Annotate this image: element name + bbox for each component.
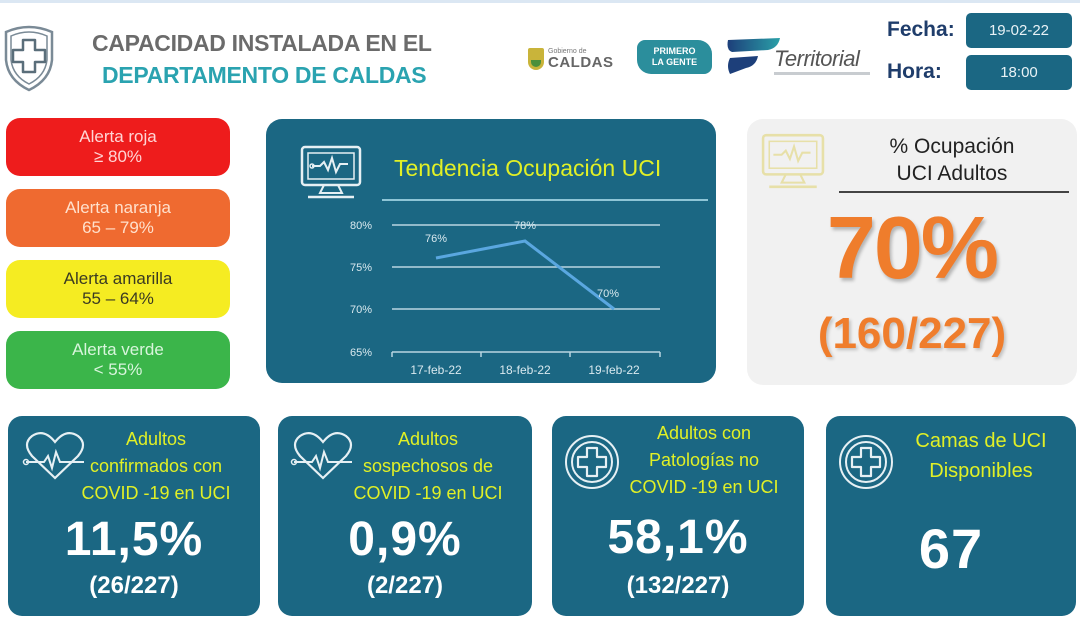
caldas-label: CALDAS	[548, 54, 614, 71]
alert-label: Alerta naranja	[65, 198, 171, 218]
occupancy-title-line2: UCI Adultos	[896, 162, 1008, 186]
stat-card-available-beds: Camas de UCI Disponibles 67	[826, 416, 1076, 616]
primero-line1: PRIMERO	[653, 46, 696, 57]
stat-label: Camas de UCI Disponibles	[915, 430, 1047, 482]
stat-value: 58,1%	[607, 511, 749, 564]
alert-yellow: Alerta amarilla 55 – 64%	[6, 260, 230, 318]
data-label-76: 76%	[425, 233, 447, 245]
heart-pulse-icon	[22, 431, 85, 480]
stat-label: Adultos confirmados con COVID -19 en UCI	[81, 429, 231, 503]
occupancy-title-line1: % Ocupación	[889, 135, 1015, 158]
x-tick-19feb: 19-feb-22	[588, 363, 640, 377]
gobierno-caldas-logo: Gobierno de CALDAS	[528, 44, 630, 74]
stat-fraction: (26/227)	[89, 572, 179, 599]
stat-value: 0,9%	[348, 513, 462, 566]
territorial-logo: Territorial	[722, 34, 877, 80]
stat-label: Adultos con Patologías no COVID -19 en U…	[629, 423, 779, 497]
stat-card-confirmed: Adultos confirmados con COVID -19 en UCI…	[8, 416, 260, 616]
stat-fraction: (132/227)	[626, 572, 730, 599]
fecha-label: Fecha:	[887, 18, 955, 41]
alert-orange: Alerta naranja 65 – 79%	[6, 189, 230, 247]
stat-value: 67	[918, 517, 984, 580]
stat-label: Adultos sospechosos de COVID -19 en UCI	[353, 429, 503, 503]
data-label-70: 70%	[597, 288, 619, 300]
occupancy-divider	[839, 191, 1069, 193]
y-tick-80: 80%	[350, 220, 372, 232]
heart-pulse-icon	[290, 431, 353, 480]
medical-shield-icon	[4, 25, 54, 92]
hora-value: 18:00	[966, 55, 1072, 90]
primero-line2: LA GENTE	[651, 57, 698, 67]
x-tick-18feb: 18-feb-22	[499, 363, 551, 377]
alert-range: 65 – 79%	[82, 218, 154, 237]
alert-green: Alerta verde < 55%	[6, 331, 230, 389]
chart-title: Tendencia Ocupación UCI	[394, 155, 662, 181]
alert-range: 55 – 64%	[82, 289, 154, 308]
top-border	[0, 0, 1080, 3]
y-tick-75: 75%	[350, 262, 372, 274]
primero-la-gente-logo: PRIMERO LA GENTE	[637, 40, 712, 74]
title-divider	[382, 199, 708, 201]
page-title-line2: DEPARTAMENTO DE CALDAS	[102, 62, 427, 88]
occupancy-card: % Ocupación UCI Adultos 70% (160/227)	[747, 119, 1077, 385]
territorial-label: Territorial	[774, 46, 860, 71]
hora-label: Hora:	[887, 60, 942, 83]
alert-label: Alerta amarilla	[63, 269, 173, 289]
caldas-shield-icon	[528, 48, 544, 70]
gridlines	[391, 224, 661, 357]
gobierno-label: Gobierno de	[548, 48, 587, 55]
territorial-subtitle	[774, 72, 870, 75]
territorial-mark-icon	[727, 38, 780, 74]
occupancy-title: % Ocupación UCI Adultos	[839, 133, 1065, 188]
y-tick-65: 65%	[350, 347, 372, 359]
alert-label: Alerta verde	[72, 340, 164, 360]
trend-line-chart: 80% 75% 70% 65% 17-feb-22 18-feb-22 19-f…	[350, 220, 661, 377]
medical-cross-icon	[565, 435, 619, 489]
medical-cross-icon	[839, 435, 893, 489]
alert-label: Alerta roja	[79, 127, 157, 147]
stat-card-non-covid: Adultos con Patologías no COVID -19 en U…	[552, 416, 804, 616]
page-title-line1: CAPACIDAD INSTALADA EN EL	[92, 30, 432, 56]
occupancy-fraction: (160/227)	[817, 309, 1007, 358]
x-tick-17feb: 17-feb-22	[410, 363, 462, 377]
fecha-value: 19-02-22	[966, 13, 1072, 48]
alert-range: ≥ 80%	[93, 147, 143, 166]
occupancy-line	[435, 239, 615, 311]
stat-value: 11,5%	[64, 513, 204, 566]
alert-range: < 55%	[93, 360, 143, 379]
alert-red: Alerta roja ≥ 80%	[6, 118, 230, 176]
occupancy-percent: 70%	[826, 198, 999, 297]
stat-fraction: (2/227)	[366, 572, 444, 599]
monitor-pulse-icon	[300, 145, 362, 199]
monitor-pulse-icon	[761, 133, 825, 189]
trend-chart-card: Tendencia Ocupación UCI 80% 75% 70% 65% …	[266, 119, 716, 383]
stat-card-suspected: Adultos sospechosos de COVID -19 en UCI …	[278, 416, 532, 616]
data-label-78: 78%	[514, 220, 536, 232]
y-tick-70: 70%	[350, 304, 372, 316]
